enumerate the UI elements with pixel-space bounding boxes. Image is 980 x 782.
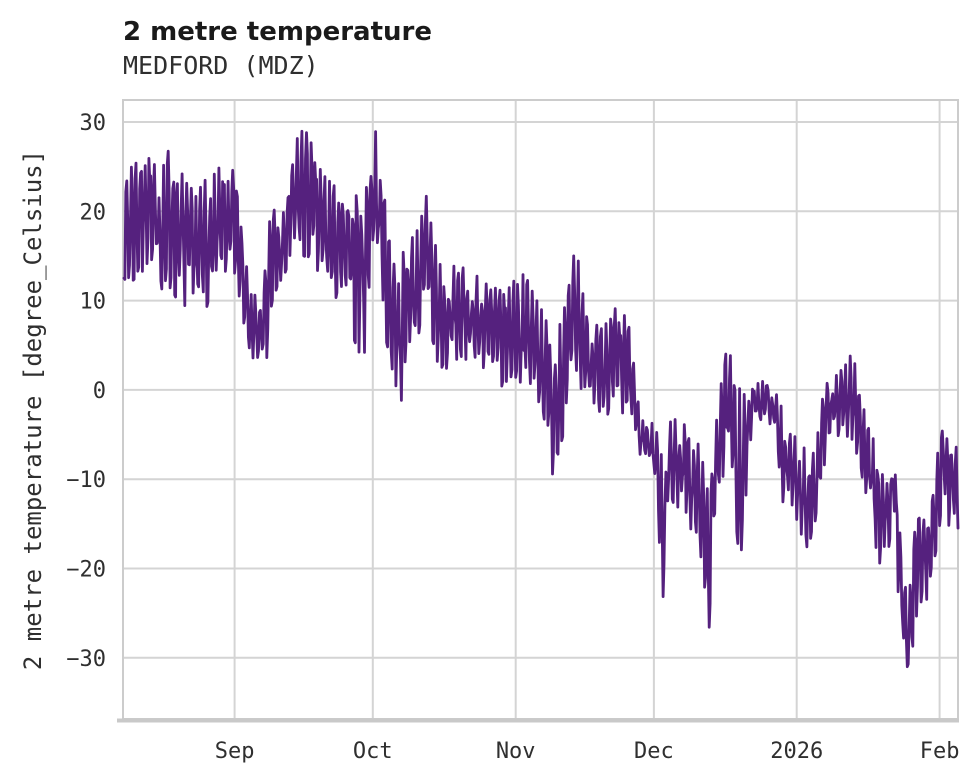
y-tick-label: −10 bbox=[66, 468, 106, 493]
chart-subtitle: MEDFORD (MDZ) bbox=[123, 51, 319, 80]
temperature-line bbox=[122, 129, 960, 669]
y-tick-label: 10 bbox=[80, 290, 107, 315]
y-tick-label: 0 bbox=[93, 379, 106, 404]
x-tick-label: Dec bbox=[634, 739, 674, 764]
x-tick-label: Feb bbox=[920, 739, 960, 764]
x-tick-label: Oct bbox=[353, 739, 393, 764]
y-tick-label: −20 bbox=[66, 558, 106, 583]
y-tick-label: 20 bbox=[80, 200, 107, 225]
x-tick-label: Sep bbox=[215, 739, 255, 764]
chart-title: 2 metre temperature bbox=[123, 17, 432, 47]
y-tick-label: 30 bbox=[80, 111, 107, 136]
y-tick-label: −30 bbox=[66, 647, 106, 672]
y-axis-label: 2 metre temperature [degree_Celsius] bbox=[19, 149, 47, 671]
x-tick-label: Nov bbox=[496, 739, 536, 764]
x-tick-label: 2026 bbox=[770, 739, 823, 764]
